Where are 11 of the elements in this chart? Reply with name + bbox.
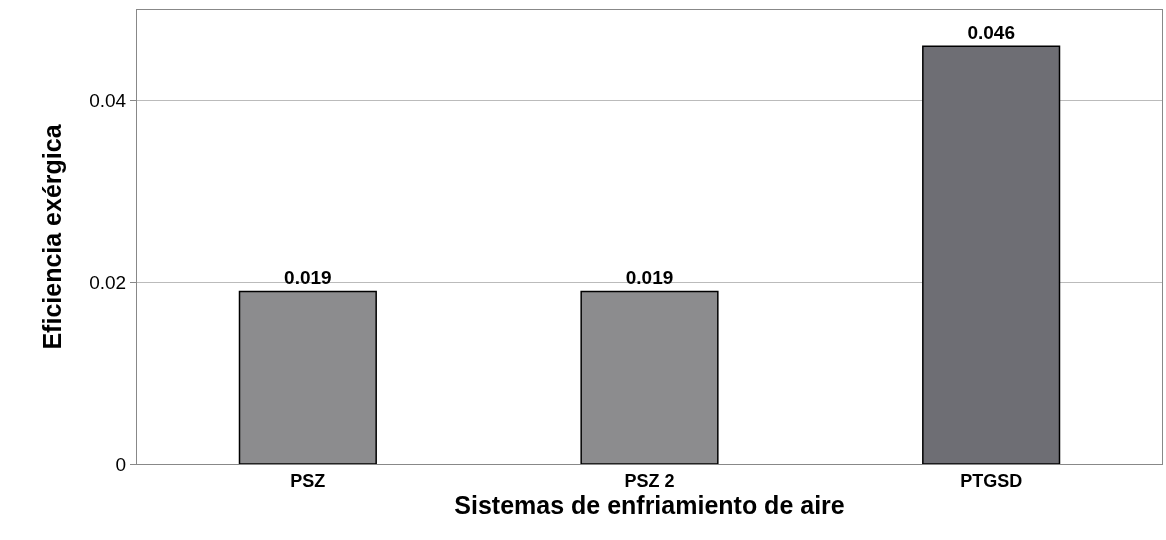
data-label: 0.019 <box>625 267 674 289</box>
x-axis-title: Sistemas de enfriamiento de aire <box>454 490 845 519</box>
y-axis-title: Eficiencia exérgica <box>37 123 66 350</box>
y-tick-label: 0.04 <box>89 90 127 112</box>
y-tick-label: 0 <box>115 453 127 475</box>
y-tick-label: 0.02 <box>89 272 127 294</box>
x-tick-label: PSZ <box>290 470 326 491</box>
x-tick-label: PTGSD <box>960 470 1023 491</box>
data-label: 0.046 <box>967 22 1015 44</box>
x-tick-label: PSZ 2 <box>624 470 675 491</box>
data-label: 0.019 <box>284 267 332 289</box>
